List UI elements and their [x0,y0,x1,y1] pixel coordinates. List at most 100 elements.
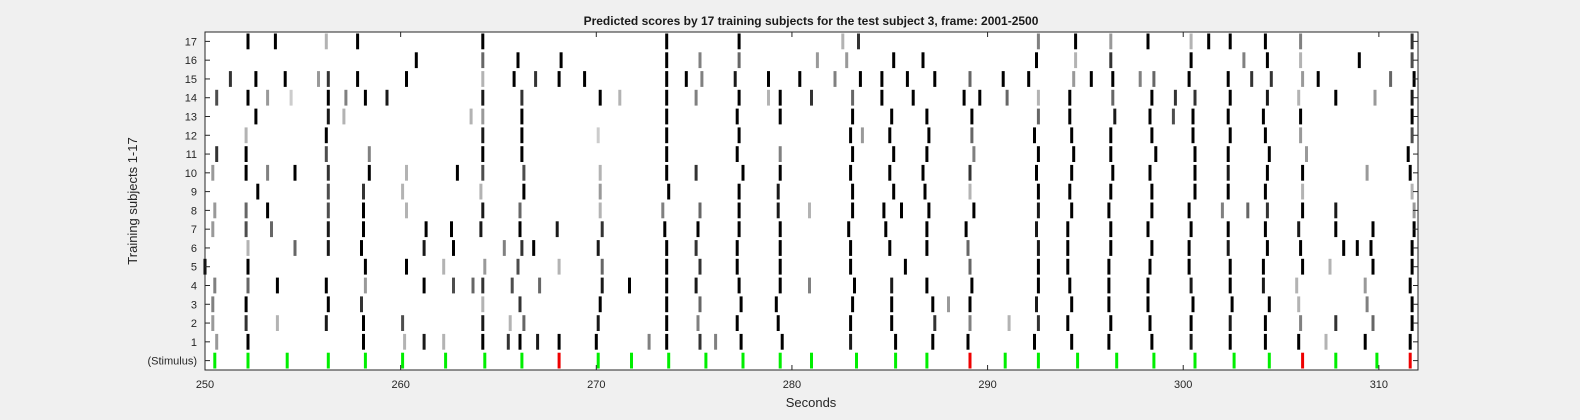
score-mark-s13-7 [735,108,739,125]
score-mark-s3-14 [947,296,950,313]
score-mark-s11-10 [892,146,896,162]
score-mark-s1-26 [1189,333,1193,350]
score-mark-s4-24 [1107,277,1111,294]
score-mark-s8-8 [598,202,602,219]
score-mark-s10-24 [1226,164,1230,181]
score-mark-s1-16 [739,333,743,350]
score-mark-s7-20 [1066,221,1070,238]
score-mark-s14-7 [385,89,389,106]
score-mark-s10-28 [1408,164,1412,181]
y-tick-label-7: 7 [191,224,197,236]
score-mark-s15-2 [283,71,287,87]
score-mark-s8-21 [1107,202,1111,219]
stimulus-mark-23 [1076,352,1080,369]
x-tick-label-310: 310 [1370,379,1388,391]
score-mark-s17-8 [857,33,860,50]
score-mark-s3-10 [774,296,778,313]
score-mark-s14-23 [1005,89,1009,106]
score-mark-s10-12 [694,164,698,181]
score-mark-s1-28 [1263,333,1267,350]
score-mark-s9-11 [892,183,896,200]
y-tick-label-3: 3 [191,299,197,311]
score-mark-s6-21 [1150,240,1154,256]
score-mark-s2-28 [1371,315,1375,331]
score-mark-s1-8 [518,333,522,350]
score-mark-s2-27 [1334,315,1338,331]
score-mark-s12-18 [1263,127,1267,144]
score-mark-s10-2 [266,164,270,181]
y-tick-label-6: 6 [191,243,197,255]
score-mark-s15-19 [858,71,862,87]
score-mark-s3-22 [1267,296,1271,313]
score-mark-s15-27 [1089,71,1093,87]
score-mark-s16-17 [1299,52,1303,69]
stimulus-mark-14 [741,352,745,369]
score-mark-s9-18 [1193,183,1197,200]
stimulus-mark-3 [326,352,330,369]
score-mark-s8-4 [362,202,365,219]
score-mark-s8-18 [972,202,976,219]
score-mark-s4-17 [808,277,811,294]
score-mark-s4-29 [1295,277,1299,294]
score-mark-s5-8 [600,258,604,275]
score-mark-s3-12 [890,296,894,313]
y-tick-label-0: (Stimulus) [147,356,197,368]
score-mark-s12-14 [1109,127,1113,144]
score-mark-s12-9 [888,127,892,144]
stimulus-mark-15 [778,352,782,369]
score-mark-s15-14 [700,71,704,87]
score-mark-s9-19 [1226,183,1230,200]
score-mark-s9-12 [923,183,927,200]
score-mark-s3-23 [1297,296,1301,313]
score-mark-s14-14 [737,89,741,106]
score-mark-s6-26 [1342,240,1346,256]
score-mark-s4-11 [600,277,604,294]
x-tick-label-270: 270 [587,379,605,391]
score-mark-s13-4 [469,108,473,125]
score-mark-s8-26 [1265,202,1269,219]
score-mark-s17-5 [665,33,669,50]
score-mark-s14-31 [1265,89,1269,106]
score-mark-s9-13 [968,183,972,200]
score-mark-s5-16 [1036,258,1040,275]
score-mark-s14-10 [598,89,602,106]
score-mark-s14-30 [1228,89,1232,106]
stimulus-mark-0 [213,352,217,369]
score-mark-s3-21 [1230,296,1234,313]
score-mark-s9-9 [776,183,780,200]
score-mark-s14-21 [962,89,966,106]
score-mark-s2-13 [776,315,780,331]
score-mark-s15-29 [1138,71,1142,87]
score-mark-s12-12 [1033,127,1036,144]
score-mark-s17-10 [1074,33,1078,50]
score-mark-s17-1 [273,33,277,50]
score-mark-s4-4 [363,277,367,294]
score-mark-s5-24 [1328,258,1332,275]
score-mark-s10-13 [741,164,745,181]
score-mark-s5-15 [968,258,972,275]
score-mark-s6-11 [694,240,698,256]
score-mark-s4-30 [1363,277,1367,294]
score-mark-s3-18 [1107,296,1111,313]
score-mark-s3-5 [518,296,522,313]
score-mark-s13-10 [890,108,894,125]
y-tick-label-16: 16 [185,55,197,67]
score-mark-s4-10 [538,277,542,294]
score-mark-s6-16 [925,240,929,256]
score-mark-s14-5 [344,89,348,106]
score-mark-s13-15 [1113,108,1117,125]
score-mark-s9-2 [362,183,365,200]
score-mark-s14-2 [266,89,270,106]
score-mark-s10-27 [1365,164,1369,181]
score-mark-s14-32 [1297,89,1301,106]
score-mark-s3-19 [1146,296,1150,313]
plot-area [205,32,1418,370]
score-mark-s17-11 [1109,33,1113,50]
score-mark-s5-7 [557,258,561,275]
score-mark-s4-8 [481,277,485,294]
score-mark-s13-8 [778,108,782,125]
score-mark-s7-15 [847,221,851,238]
score-mark-s4-0 [213,277,217,294]
score-mark-s9-4 [479,183,483,200]
